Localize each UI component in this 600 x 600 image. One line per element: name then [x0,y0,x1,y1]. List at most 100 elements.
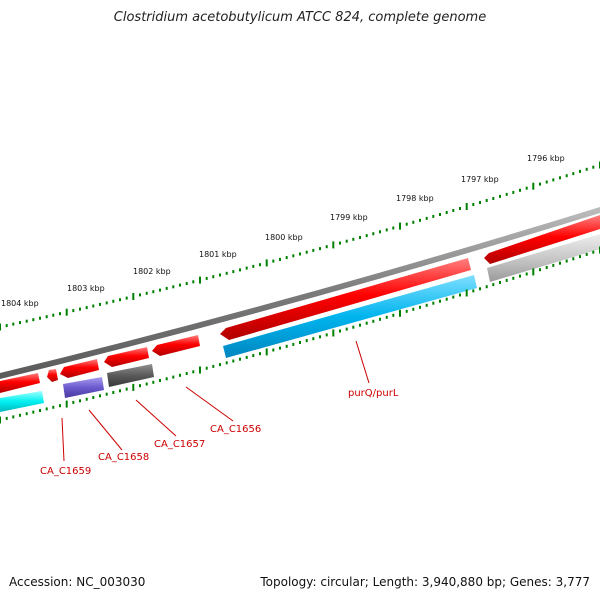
leader-line-ca-c1657 [135,399,177,437]
leader-line-ca-c1656 [185,386,234,422]
outer-ring-minor-tick [372,232,375,236]
inner-ring-minor-tick [92,396,95,399]
inner-ring-minor-tick [232,359,235,363]
scale-label-1798: 1798 kbp [396,194,434,203]
inner-ring-minor-tick [305,339,308,343]
inner-ring-minor-tick [152,380,155,384]
inner-ring-minor-tick [472,289,475,293]
genome-backbone [0,207,600,379]
gene-arrow-ca-c1658 [60,359,99,378]
label-leaders [61,340,370,462]
inner-ring-minor-tick [312,337,315,341]
inner-ring-minor-tick [125,387,128,391]
outer-ring-minor-tick [519,188,521,192]
outer-ring-major-tick [199,276,201,284]
outer-ring-minor-tick [185,282,188,285]
gene-arrow-forward [0,373,40,393]
gene-arrow-forward [484,215,600,264]
genome-summary: Topology: circular; Length: 3,940,880 bp… [260,575,590,589]
outer-ring-minor-tick [405,222,408,226]
outer-ring-minor-tick [379,230,381,234]
outer-ring-major-tick [265,259,268,267]
outer-ring-minor-tick [272,259,275,263]
inner-ring-minor-tick [225,361,228,365]
accession-label: Accession: NC_003030 [9,575,146,589]
outer-ring-minor-tick [192,280,195,284]
inner-ring-minor-tick [165,377,168,381]
inner-ring-major-tick [465,289,468,297]
inner-ring-minor-tick [385,315,388,319]
inner-ring-minor-tick [499,281,501,284]
outer-ring-minor-tick [259,263,261,267]
outer-ring-minor-tick [92,304,95,308]
gene-arrow-ca-c1656 [152,335,200,356]
outer-ring-minor-tick [312,248,315,252]
scale-labels: 1796 kbp 1797 kbp 1798 kbp 1799 kbp 1800… [1,154,565,308]
outer-ring-minor-tick [99,302,101,306]
outer-ring-major-tick [0,323,1,331]
outer-ring-minor-tick [305,250,308,254]
outer-ring-minor-tick [505,192,508,196]
outer-ring-minor-tick [325,245,328,249]
inner-ring-minor-tick [159,379,161,382]
outer-ring-minor-tick [125,296,128,300]
outer-ring-minor-tick [59,312,61,316]
inner-ring-minor-tick [252,354,255,357]
outer-ring-minor-tick [25,319,28,323]
outer-ring-minor-tick [352,237,355,241]
inner-ring-major-tick [132,383,135,391]
leader-line-ca-c1659 [61,417,65,462]
outer-ring-major-tick [132,293,135,300]
inner-ring-minor-tick [45,407,48,411]
outer-ring-minor-tick [245,266,248,270]
outer-ring-minor-tick [292,254,295,258]
outer-ring-minor-tick [285,256,288,260]
inner-ring-minor-tick [32,410,35,414]
inner-ring-minor-tick [272,348,275,352]
outer-ring-minor-tick [419,218,421,222]
scale-label-1802: 1802 kbp [133,267,171,276]
scale-ring-outer [0,161,600,331]
outer-ring-minor-tick [319,247,321,251]
outer-ring-minor-tick [179,283,181,287]
inner-ring-minor-tick [592,250,595,254]
inner-ring-minor-tick [72,400,75,404]
inner-ring-major-tick [332,329,335,337]
inner-ring-minor-tick [345,327,348,331]
outer-ring-major-tick [332,241,335,249]
outer-ring-minor-tick [5,324,8,328]
outer-ring-minor-tick [239,268,241,272]
forward-strand-genes [0,215,600,393]
outer-ring-minor-tick [392,226,395,230]
inner-ring-minor-tick [52,405,55,409]
inner-ring-minor-tick [352,325,355,329]
scale-ring-inner [0,246,600,424]
inner-ring-minor-tick [405,309,408,313]
inner-ring-minor-tick [412,307,415,311]
gene-arrow-ca-c1657 [104,347,149,367]
inner-ring-minor-tick [179,373,181,377]
outer-ring-minor-tick [205,276,208,280]
inner-ring-minor-tick [212,364,215,368]
inner-ring-minor-tick [105,392,108,396]
outer-ring-minor-tick [525,186,528,190]
outer-ring-minor-tick [592,165,595,169]
inner-ring-minor-tick [292,342,295,346]
outer-ring-minor-tick [559,176,561,180]
outer-ring-minor-tick [165,286,168,290]
outer-ring-minor-tick [445,211,448,214]
outer-ring-minor-tick [499,194,501,198]
outer-ring-major-tick [65,308,68,316]
outer-ring-minor-tick [232,270,235,274]
inner-ring-minor-tick [445,297,448,301]
outer-ring-minor-tick [105,301,108,305]
inner-ring-minor-tick [319,335,321,339]
scale-label-1801: 1801 kbp [199,250,237,259]
inner-ring-minor-tick [505,278,508,282]
outer-ring-minor-tick [12,322,15,326]
inner-ring-minor-tick [185,372,188,375]
gene-label-ca-c1656: CA_C1656 [210,424,261,435]
inner-ring-minor-tick [392,313,395,317]
inner-ring-minor-tick [119,389,121,393]
